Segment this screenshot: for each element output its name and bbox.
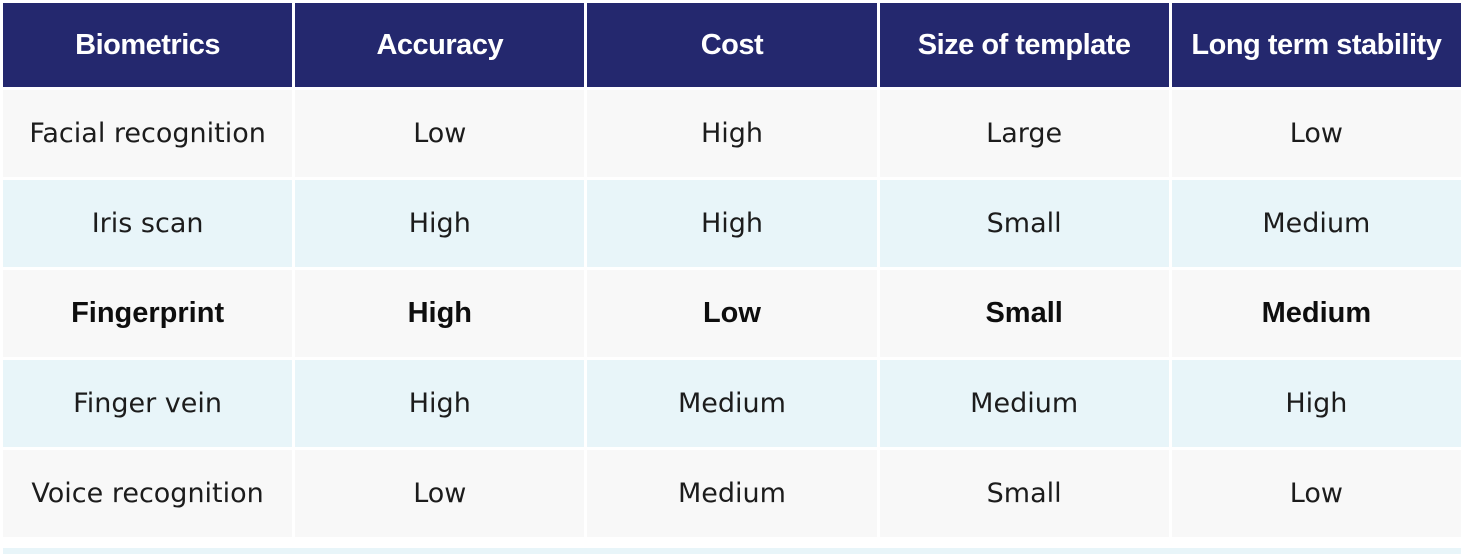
table-cell: Low [1171, 90, 1461, 177]
table-cell: High [295, 180, 585, 267]
header-long-term-stability: Long term stability [1171, 3, 1461, 87]
table-row-finger-vein: Finger vein High Medium Medium High [3, 360, 1461, 447]
header-accuracy: Accuracy [295, 3, 585, 87]
table-cell: High [587, 180, 877, 267]
table-cell: High [587, 90, 877, 177]
table-header-row: Biometrics Accuracy Cost Size of templat… [3, 3, 1461, 87]
next-row-edge [3, 548, 1461, 554]
table-row-iris-scan: Iris scan High High Small Medium [3, 180, 1461, 267]
header-cost: Cost [587, 3, 877, 87]
table-cell: High [1171, 360, 1461, 447]
table-cell: Medium [587, 360, 877, 447]
table-cell: Small [879, 180, 1169, 267]
table-cell: Facial recognition [3, 90, 293, 177]
table-cell: Small [879, 450, 1169, 537]
table-cell: Finger vein [3, 360, 293, 447]
table-cell: Iris scan [3, 180, 293, 267]
table-cell: Low [1171, 450, 1461, 537]
table-cell: Low [295, 450, 585, 537]
table-cell: High [295, 360, 585, 447]
table-cell: Medium [879, 360, 1169, 447]
table-cell: Small [879, 270, 1169, 357]
table-cell: High [295, 270, 585, 357]
table-cell: Low [587, 270, 877, 357]
table-cell: Medium [1171, 180, 1461, 267]
table-row-voice-recognition: Voice recognition Low Medium Small Low [3, 450, 1461, 537]
table-cell: Large [879, 90, 1169, 177]
table-cell: Voice recognition [3, 450, 293, 537]
table-cell: Medium [587, 450, 877, 537]
table-row-facial-recognition: Facial recognition Low High Large Low [3, 90, 1461, 177]
table-row-fingerprint-highlighted: Fingerprint High Low Small Medium [3, 270, 1461, 357]
table-cell: Fingerprint [3, 270, 293, 357]
table-cell: Low [295, 90, 585, 177]
table-cell: Medium [1171, 270, 1461, 357]
biometrics-comparison-table: Biometrics Accuracy Cost Size of templat… [3, 3, 1461, 537]
header-biometrics: Biometrics [3, 3, 293, 87]
header-size-of-template: Size of template [879, 3, 1169, 87]
